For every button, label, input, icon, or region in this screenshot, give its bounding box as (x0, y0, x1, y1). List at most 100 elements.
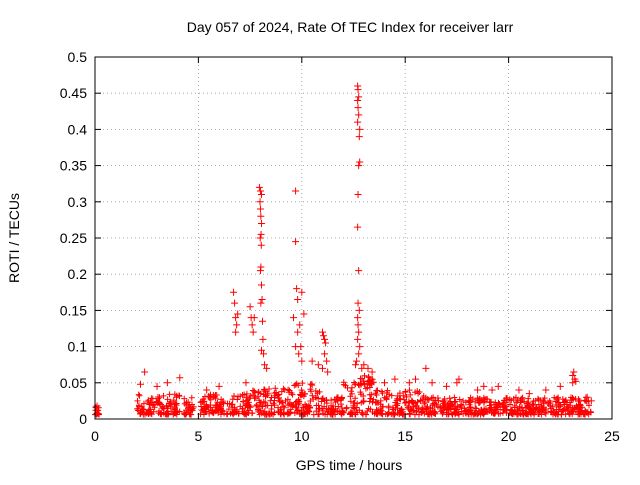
data-point (292, 187, 300, 195)
band-point (369, 376, 376, 383)
band-point (185, 408, 192, 415)
band-point (319, 407, 326, 414)
band-point (284, 409, 291, 416)
band-point (335, 403, 342, 410)
band-point (315, 411, 322, 418)
band-point (247, 393, 254, 400)
band-point (289, 403, 296, 410)
band-point (313, 408, 320, 415)
band-point (291, 382, 298, 389)
data-point (355, 267, 363, 275)
data-point (356, 158, 364, 166)
band-point (494, 404, 501, 411)
band-point (490, 410, 497, 417)
band-point (251, 388, 258, 395)
band-point (268, 406, 275, 413)
band-point (392, 399, 399, 406)
band-point (266, 385, 273, 392)
band-point (291, 410, 298, 417)
data-point (295, 350, 303, 358)
band-point (257, 399, 264, 406)
band-point (570, 396, 577, 403)
data-point (233, 321, 241, 329)
band-point (213, 404, 220, 411)
data-point (92, 406, 100, 414)
data-point (354, 191, 362, 199)
band-point (490, 401, 497, 408)
x-tick-label: 10 (294, 428, 310, 444)
data-point (136, 380, 144, 388)
data-point (300, 310, 308, 318)
band-point (496, 400, 503, 407)
data-point (355, 328, 363, 336)
data-point (480, 382, 488, 390)
data-point (443, 382, 451, 390)
data-point (250, 314, 258, 322)
band-point (403, 399, 410, 406)
band-point (298, 407, 305, 414)
band-point (309, 392, 316, 399)
band-point (145, 398, 152, 405)
band-point (420, 394, 427, 401)
data-point (215, 382, 223, 390)
data-point (494, 382, 502, 390)
band-point (441, 395, 448, 402)
data-point (453, 379, 461, 387)
band-point (405, 405, 412, 412)
band-point (465, 410, 472, 417)
band-point (415, 405, 422, 412)
band-point (407, 391, 414, 398)
band-point (258, 410, 265, 417)
band-point (140, 406, 147, 413)
data-point (153, 382, 161, 390)
y-tick-label: 0.3 (68, 194, 88, 210)
band-point (328, 411, 335, 418)
band-point (331, 396, 338, 403)
data-point (298, 288, 306, 296)
data-point (248, 321, 256, 329)
band-point (362, 385, 369, 392)
data-point (405, 379, 413, 387)
data-point (257, 241, 265, 249)
band-point (468, 407, 475, 414)
band-point (542, 406, 549, 413)
band-point (458, 404, 465, 411)
data-point (176, 374, 184, 382)
data-point (364, 364, 372, 372)
band-point (275, 391, 282, 398)
data-point (234, 310, 242, 318)
band-point (348, 388, 355, 395)
data-point (355, 133, 363, 141)
data-point (230, 288, 238, 296)
band-point (557, 403, 564, 410)
band-point (421, 399, 428, 406)
band-point (586, 402, 593, 409)
band-point (297, 392, 304, 399)
band-point (239, 405, 246, 412)
y-tick-label: 0.35 (60, 158, 87, 174)
data-point (356, 125, 364, 133)
band-point (443, 406, 450, 413)
data-point (542, 386, 550, 394)
band-point (435, 397, 442, 404)
band-point (223, 410, 230, 417)
band-point (247, 404, 254, 411)
band-point (272, 392, 279, 399)
band-point (352, 395, 359, 402)
band-point (560, 407, 567, 414)
band-point (445, 399, 452, 406)
band-point (342, 382, 349, 389)
band-point (264, 392, 271, 399)
band-point (171, 410, 178, 417)
band-point (209, 408, 216, 415)
band-point (476, 396, 483, 403)
y-axis-label: ROTI / TECUs (6, 193, 22, 283)
band-point (206, 394, 213, 401)
data-point (256, 234, 264, 242)
data-point (298, 357, 306, 365)
band-point (253, 401, 260, 408)
band-point (136, 402, 143, 409)
band-point (276, 398, 283, 405)
band-point (447, 398, 454, 405)
band-point (181, 395, 188, 402)
